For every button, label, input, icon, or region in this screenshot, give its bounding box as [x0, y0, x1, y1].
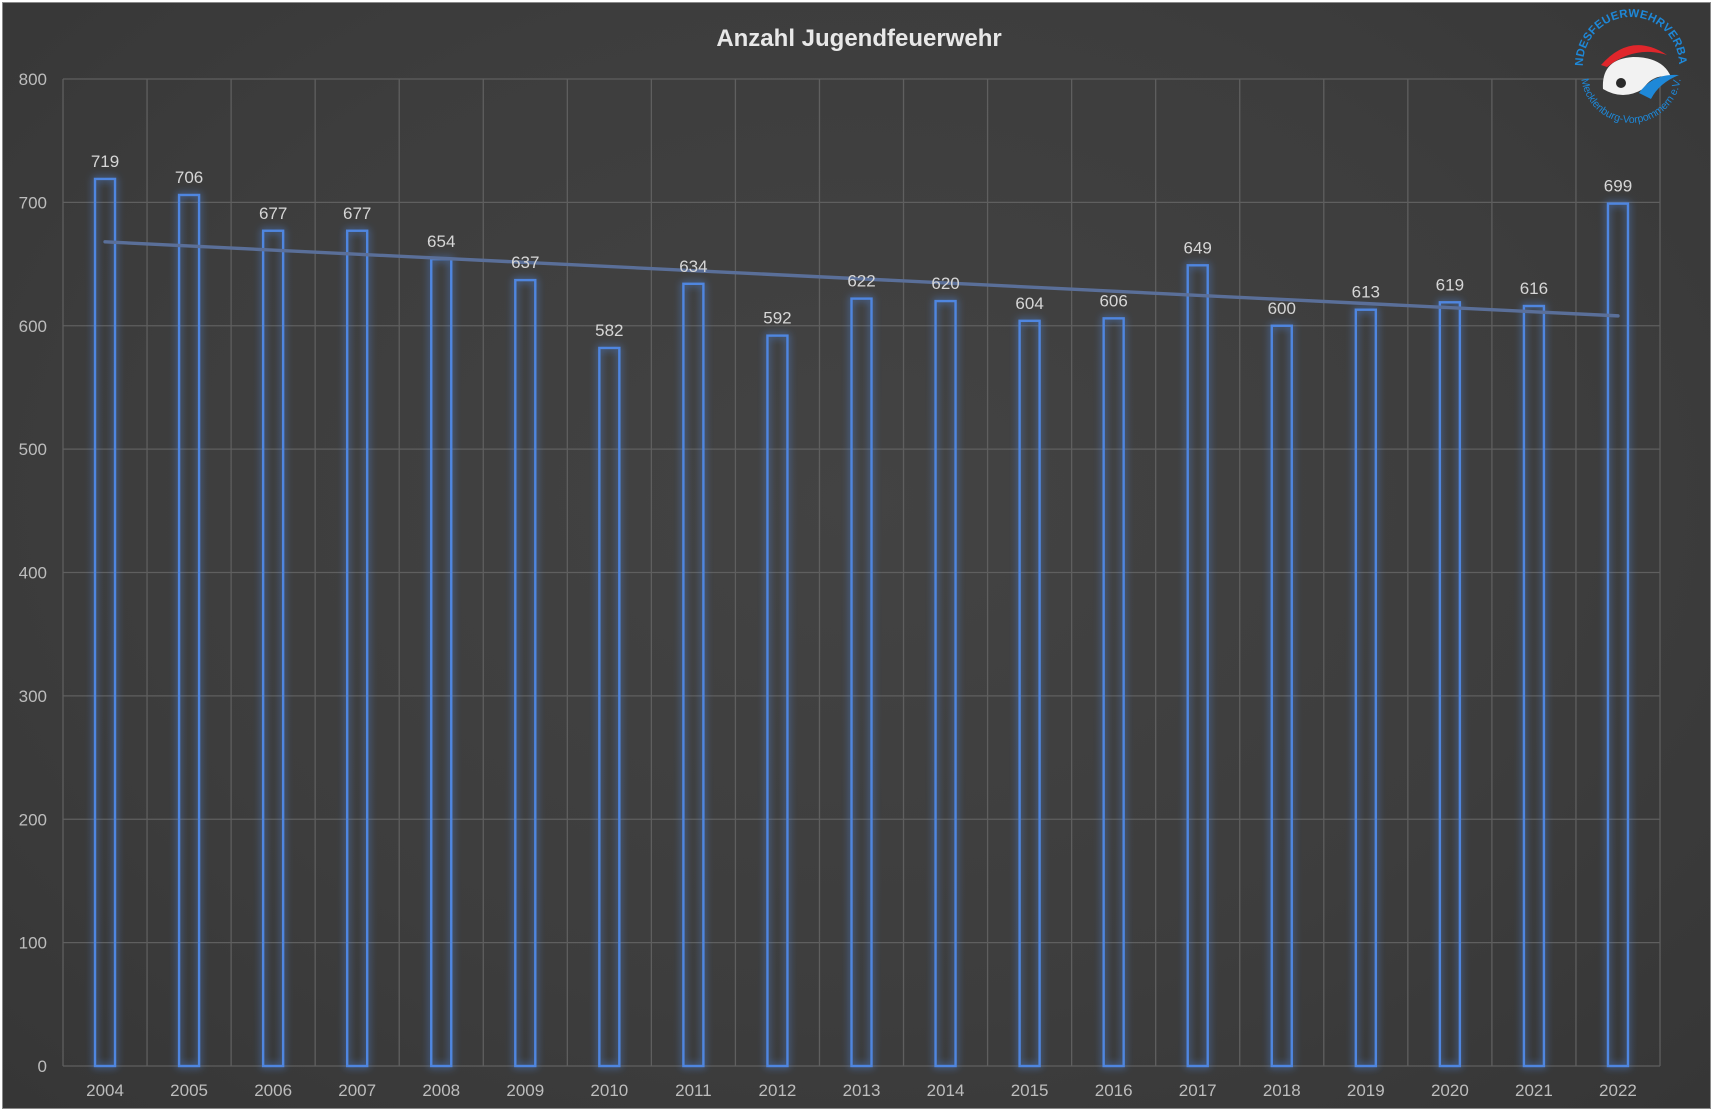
x-tick-label: 2011 [675, 1081, 712, 1100]
y-axis-ticks: 0 100 200 300 400 500 600 700 800 [19, 70, 47, 1076]
bar [850, 297, 873, 1068]
x-tick-label: 2021 [1515, 1081, 1553, 1100]
data-label: 677 [259, 204, 287, 223]
y-tick-label: 500 [19, 440, 47, 459]
data-label: 719 [91, 152, 119, 171]
data-labels: 719 706 677 677 654 637 582 634 592 622 620 604 606 6… [91, 152, 1632, 340]
bar [1102, 317, 1125, 1068]
data-label: 622 [847, 272, 875, 291]
federation-logo: LANDESFEUERWEHRVERBAND Mecklenburg-Vorpo… [3, 3, 1688, 126]
bar [1186, 264, 1209, 1068]
data-label: 582 [595, 321, 623, 340]
x-tick-label: 2010 [590, 1081, 628, 1100]
trendline [103, 240, 1620, 318]
bar [261, 229, 285, 1068]
bar [598, 346, 621, 1068]
data-label: 619 [1436, 275, 1464, 294]
y-tick-label: 700 [19, 193, 47, 212]
bar [514, 278, 537, 1068]
helmet-dot-icon [1616, 78, 1626, 88]
data-label: 677 [343, 204, 371, 223]
x-tick-label: 2009 [506, 1081, 544, 1100]
y-tick-label: 200 [19, 810, 47, 829]
y-tick-label: 400 [19, 564, 47, 583]
data-label: 600 [1268, 299, 1296, 318]
data-label: 654 [427, 232, 455, 251]
x-axis-ticks: 2004 2005 2006 2007 2008 2009 2010 2011 2012 2013… [86, 1081, 1637, 1100]
bar [345, 229, 369, 1068]
x-tick-label: 2008 [422, 1081, 460, 1100]
y-tick-label: 600 [19, 317, 47, 336]
data-label: 706 [175, 168, 203, 187]
y-tick-label: 300 [19, 687, 47, 706]
data-label: 649 [1184, 238, 1212, 257]
x-tick-label: 2020 [1431, 1081, 1469, 1100]
x-tick-label: 2012 [759, 1081, 797, 1100]
bar [766, 334, 789, 1068]
y-tick-label: 0 [38, 1057, 47, 1076]
bar [1522, 304, 1546, 1068]
x-tick-label: 2019 [1347, 1081, 1385, 1100]
bar [430, 257, 453, 1068]
helmet-icon [1602, 57, 1671, 95]
bar [934, 299, 957, 1068]
data-label: 616 [1520, 279, 1548, 298]
data-label: 699 [1604, 177, 1632, 196]
y-tick-label: 800 [19, 70, 47, 89]
bar [1438, 301, 1462, 1068]
trendline-line [103, 240, 1620, 318]
x-tick-label: 2005 [170, 1081, 208, 1100]
bars [93, 177, 1630, 1068]
x-tick-label: 2022 [1599, 1081, 1637, 1100]
data-label: 637 [511, 253, 539, 272]
x-tick-label: 2015 [1011, 1081, 1049, 1100]
bar [682, 282, 705, 1068]
chart-title: Anzahl Jugendfeuerwehr [716, 25, 1001, 52]
x-tick-label: 2016 [1095, 1081, 1133, 1100]
bar [1606, 202, 1630, 1068]
bar [1270, 324, 1293, 1068]
bar-chart: Anzahl Jugendfeuerwehr 0 100 200 300 400 500 6… [3, 3, 1688, 1100]
x-tick-label: 2017 [1179, 1081, 1217, 1100]
bar [1018, 319, 1041, 1068]
data-label: 613 [1352, 283, 1380, 302]
bar [177, 193, 201, 1068]
helmet-wave-icon [1639, 74, 1679, 99]
data-label: 634 [679, 257, 707, 276]
x-tick-label: 2013 [843, 1081, 881, 1100]
data-label: 604 [1015, 294, 1043, 313]
x-tick-label: 2006 [254, 1081, 292, 1100]
x-tick-label: 2018 [1263, 1081, 1301, 1100]
gridlines [62, 78, 1661, 1067]
x-tick-label: 2014 [927, 1081, 965, 1100]
bar [93, 177, 117, 1068]
data-label: 592 [763, 309, 791, 328]
data-label: 620 [931, 274, 959, 293]
bar [1354, 308, 1378, 1068]
x-tick-label: 2004 [86, 1081, 124, 1100]
y-tick-label: 100 [19, 934, 47, 953]
helmet-crest-icon [1601, 45, 1667, 67]
x-tick-label: 2007 [338, 1081, 376, 1100]
data-label: 606 [1099, 291, 1127, 310]
